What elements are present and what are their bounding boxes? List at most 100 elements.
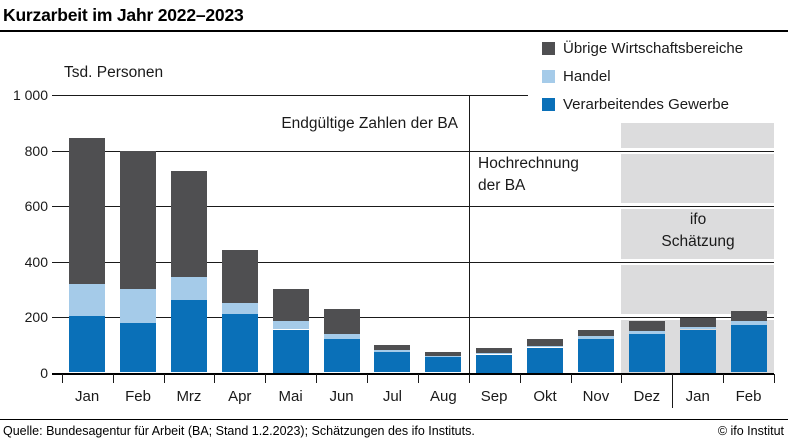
bar-segment-uebrige-wirtschaftsbereiche: [221, 250, 258, 304]
bar-segment-handel: [628, 330, 665, 334]
annotation-final-figures: Endgültige Zahlen der BA: [281, 115, 458, 132]
gridline-200: [52, 317, 774, 318]
bar-segment-verarbeitendes-gewerbe: [730, 325, 767, 373]
bar-segment-uebrige-wirtschaftsbereiche: [628, 321, 665, 331]
bar-segment-uebrige-wirtschaftsbereiche: [425, 351, 462, 356]
annotation-ifo-estimate: ifo Schätzung: [618, 209, 778, 253]
footer-rule: [0, 419, 788, 420]
y-tick-label: 200: [24, 309, 48, 325]
x-axis-tick: [367, 374, 368, 383]
annotation-ifo-estimate-line1: ifo: [689, 211, 707, 228]
bar-segment-handel: [730, 321, 767, 326]
bar-group: [679, 0, 716, 373]
x-tick-label: Okt: [533, 388, 557, 405]
annotation-projection-line1: Hochrechnung: [478, 155, 579, 172]
x-tick-label: Jun: [329, 388, 354, 405]
legend-label: Handel: [563, 67, 611, 85]
y-axis-unit-label: Tsd. Personen: [64, 64, 164, 81]
x-tick-label: Mrz: [176, 388, 202, 405]
gridline-800: [52, 150, 774, 152]
bar-segment-handel: [323, 333, 360, 340]
x-axis-tick: [519, 374, 521, 383]
footer: Quelle: Bundesagentur für Arbeit (BA; St…: [0, 424, 788, 438]
x-tick-label: Jul: [382, 388, 403, 405]
bar-segment-verarbeitendes-gewerbe: [628, 333, 665, 373]
annotation-projection: Hochrechnung der BA: [478, 153, 579, 197]
bar-segment-verarbeitendes-gewerbe: [69, 315, 106, 373]
bar-group: [374, 0, 411, 373]
x-axis-tick: [214, 374, 216, 383]
bar-group: [577, 0, 614, 373]
bar-segment-handel: [221, 303, 258, 315]
bar-segment-verarbeitendes-gewerbe: [272, 329, 309, 373]
bar-segment-uebrige-wirtschaftsbereiche: [374, 344, 411, 351]
x-tick-label: Jan: [75, 388, 100, 405]
bar-segment-verarbeitendes-gewerbe: [120, 322, 156, 373]
bar-group: [476, 0, 513, 373]
legend-swatch: [542, 69, 555, 83]
bar-segment-handel: [374, 350, 411, 352]
bar-group: [527, 0, 564, 373]
y-tick-label: 1 000: [12, 87, 48, 103]
copyright-note: © ifo Institut: [717, 424, 784, 438]
x-tick-label: Apr: [228, 388, 252, 405]
x-axis-tick: [468, 374, 470, 383]
legend-item: Handel: [542, 62, 788, 90]
x-tick-label: Nov: [582, 388, 610, 405]
x-tick-label: Sep: [480, 388, 508, 405]
section-divider-line: [468, 95, 470, 382]
y-tick-label: 800: [24, 142, 48, 159]
bar-segment-handel: [527, 346, 564, 348]
bar-segment-handel: [69, 283, 106, 316]
forecast-region-band: [621, 153, 774, 203]
legend-swatch: [542, 41, 555, 55]
bar-segment-verarbeitendes-gewerbe: [527, 347, 564, 373]
x-axis-tick: [774, 374, 775, 383]
bar-group: [120, 0, 156, 373]
bar-segment-verarbeitendes-gewerbe: [323, 339, 360, 373]
legend-label: Verarbeitendes Gewerbe: [563, 95, 729, 113]
bar-segment-verarbeitendes-gewerbe: [679, 329, 716, 373]
bar-segment-uebrige-wirtschaftsbereiche: [577, 329, 614, 337]
bar-segment-verarbeitendes-gewerbe: [577, 339, 614, 373]
legend-item: Verarbeitendes Gewerbe: [542, 90, 788, 118]
bar-segment-handel: [170, 276, 207, 301]
legend: Übrige Wirtschaftsbereiche Handel Verarbei…: [528, 32, 788, 118]
x-axis-tick: [112, 374, 114, 383]
bar-group: [221, 0, 258, 373]
bar-segment-uebrige-wirtschaftsbereiche: [323, 308, 360, 334]
forecast-region-band: [621, 123, 774, 148]
bar-segment-uebrige-wirtschaftsbereiche: [476, 347, 513, 354]
bar-segment-uebrige-wirtschaftsbereiche: [120, 150, 156, 290]
bar-segment-handel: [272, 321, 309, 330]
x-axis-tick: [417, 374, 419, 383]
y-tick-label: 400: [24, 253, 48, 270]
x-axis-line: [52, 372, 774, 375]
y-tick-label: 0: [40, 364, 48, 381]
x-tick-label: Feb: [735, 388, 762, 405]
x-axis-tick: [61, 374, 63, 383]
bar-group: [69, 0, 106, 373]
x-axis-tick: [723, 374, 725, 383]
bar-segment-uebrige-wirtschaftsbereiche: [730, 311, 767, 322]
bar-segment-handel: [476, 353, 513, 355]
bar-group: [628, 0, 665, 373]
bar-group: [425, 0, 462, 373]
bar-segment-uebrige-wirtschaftsbereiche: [69, 138, 106, 284]
bar-segment-uebrige-wirtschaftsbereiche: [679, 318, 716, 327]
annotation-projection-line2: der BA: [478, 177, 526, 194]
title-rule: [0, 30, 788, 32]
x-axis-tick: [316, 374, 318, 383]
forecast-region-band: [621, 209, 774, 259]
bar-segment-handel: [679, 326, 716, 330]
page-title: Kurzarbeit im Jahr 2022–2023: [3, 5, 244, 25]
x-axis-tick: [265, 374, 267, 383]
bar-group: [170, 0, 207, 373]
bar-segment-verarbeitendes-gewerbe: [425, 357, 462, 373]
bar-segment-verarbeitendes-gewerbe: [476, 354, 513, 373]
gridline-600: [52, 206, 774, 207]
x-axis-tick: [672, 374, 674, 383]
year-divider-line: [672, 372, 674, 408]
bar-group: [272, 0, 309, 373]
